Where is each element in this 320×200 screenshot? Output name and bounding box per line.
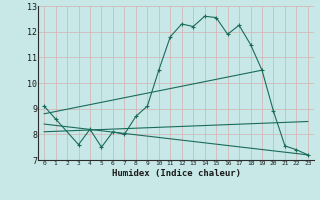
X-axis label: Humidex (Indice chaleur): Humidex (Indice chaleur) — [111, 169, 241, 178]
